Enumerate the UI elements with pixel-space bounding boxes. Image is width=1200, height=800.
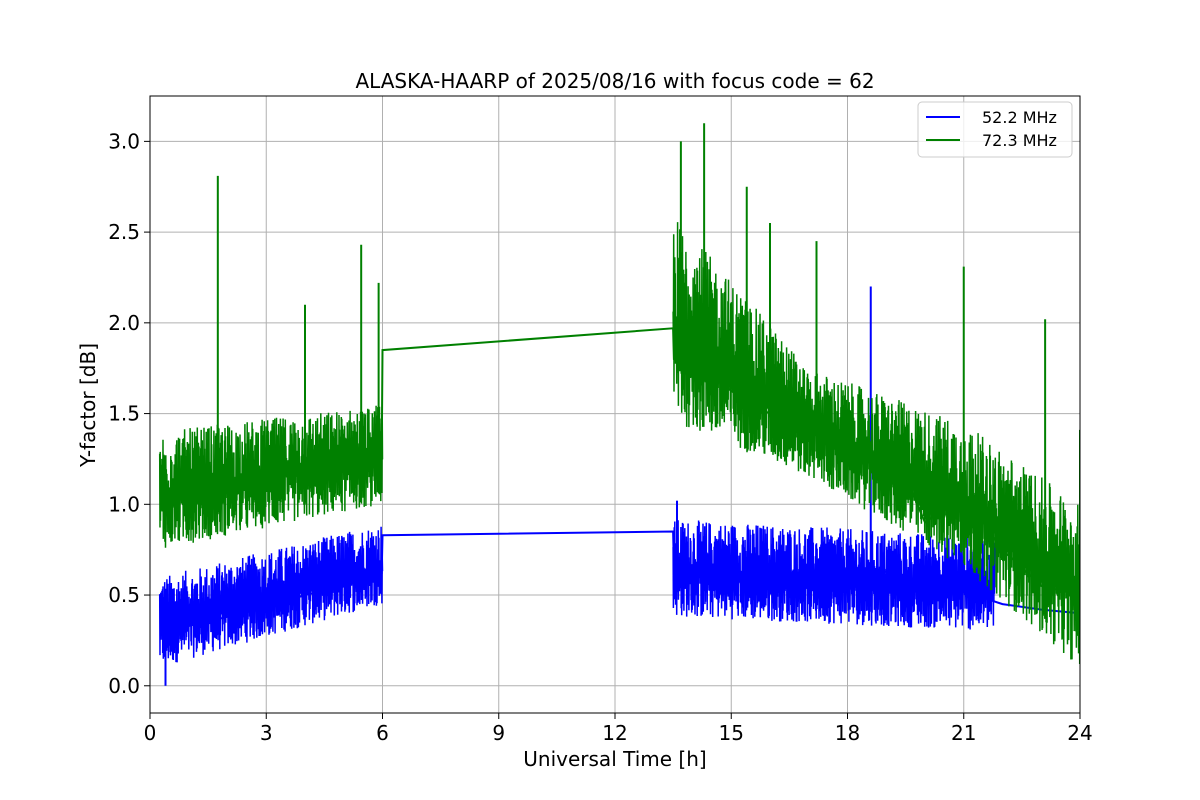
legend-label-52mhz: 52.2 MHz: [982, 108, 1057, 127]
y-tick-label: 0.5: [108, 583, 140, 607]
y-tick-label: 3.0: [108, 129, 140, 153]
series-72mhz-noise-band: [158, 405, 384, 548]
x-tick-label: 0: [144, 721, 157, 745]
x-tick-label: 15: [719, 721, 744, 745]
x-tick-label: 24: [1067, 721, 1092, 745]
x-axis-label: Universal Time [h]: [523, 747, 706, 771]
series-72mhz: [158, 123, 1080, 665]
y-tick-label: 1.0: [108, 492, 140, 516]
plot-area: [158, 123, 1080, 686]
y-axis: 0.0 0.5 1.0 1.5 2.0 2.5 3.0: [108, 129, 150, 698]
x-tick-label: 21: [951, 721, 976, 745]
series-52mhz: [158, 286, 1080, 686]
series-52mhz-line: [159, 530, 1080, 633]
series-52mhz-noise-band: [672, 520, 996, 630]
series-72mhz-noise-band: [672, 222, 810, 473]
series-52mhz-noise-band: [158, 526, 384, 663]
x-tick-label: 9: [492, 721, 505, 745]
x-axis: 0 3 6 9 12 15 18 21 24: [144, 713, 1093, 745]
legend-box: [917, 101, 1073, 158]
series-72mhz-line: [159, 327, 1080, 596]
x-tick-label: 12: [602, 721, 627, 745]
y-axis-label: Y-factor [dB]: [76, 343, 100, 468]
series-72mhz-noise-band: [808, 373, 965, 559]
x-tick-label: 6: [376, 721, 389, 745]
y-tick-label: 0.0: [108, 674, 140, 698]
x-tick-label: 3: [260, 721, 273, 745]
y-tick-label: 2.0: [108, 311, 140, 335]
y-tick-label: 1.5: [108, 402, 140, 426]
series-layer: [158, 123, 1080, 686]
y-tick-label: 2.5: [108, 220, 140, 244]
x-tick-label: 18: [835, 721, 860, 745]
legend: 52.2 MHz 72.3 MHz: [917, 101, 1073, 158]
legend-label-72mhz: 72.3 MHz: [982, 131, 1057, 150]
chart-title: ALASKA-HAARP of 2025/08/16 with focus co…: [355, 69, 874, 93]
series-72mhz-noise-band: [963, 433, 1080, 665]
